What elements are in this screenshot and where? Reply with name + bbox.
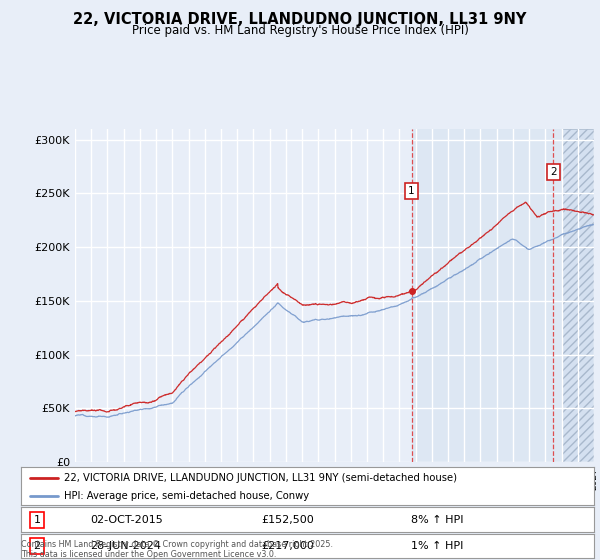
Text: 8% ↑ HPI: 8% ↑ HPI bbox=[410, 515, 463, 525]
Text: 2: 2 bbox=[550, 167, 557, 177]
Text: £217,000: £217,000 bbox=[262, 541, 314, 551]
Text: 02-OCT-2015: 02-OCT-2015 bbox=[90, 515, 163, 525]
Text: 1: 1 bbox=[408, 186, 415, 196]
Text: 22, VICTORIA DRIVE, LLANDUDNO JUNCTION, LL31 9NY (semi-detached house): 22, VICTORIA DRIVE, LLANDUDNO JUNCTION, … bbox=[64, 473, 457, 483]
Bar bbox=[562, 129, 594, 462]
Text: HPI: Average price, semi-detached house, Conwy: HPI: Average price, semi-detached house,… bbox=[64, 491, 309, 501]
Text: 22, VICTORIA DRIVE, LLANDUDNO JUNCTION, LL31 9NY: 22, VICTORIA DRIVE, LLANDUDNO JUNCTION, … bbox=[73, 12, 527, 27]
Text: 1% ↑ HPI: 1% ↑ HPI bbox=[410, 541, 463, 551]
Text: Price paid vs. HM Land Registry's House Price Index (HPI): Price paid vs. HM Land Registry's House … bbox=[131, 24, 469, 36]
Text: 2: 2 bbox=[34, 541, 41, 551]
Bar bbox=[562, 129, 594, 462]
Bar bbox=[412, 129, 562, 462]
Text: £152,500: £152,500 bbox=[262, 515, 314, 525]
Text: Contains HM Land Registry data © Crown copyright and database right 2025.
This d: Contains HM Land Registry data © Crown c… bbox=[21, 540, 333, 559]
Text: 1: 1 bbox=[34, 515, 41, 525]
Text: 28-JUN-2024: 28-JUN-2024 bbox=[90, 541, 161, 551]
